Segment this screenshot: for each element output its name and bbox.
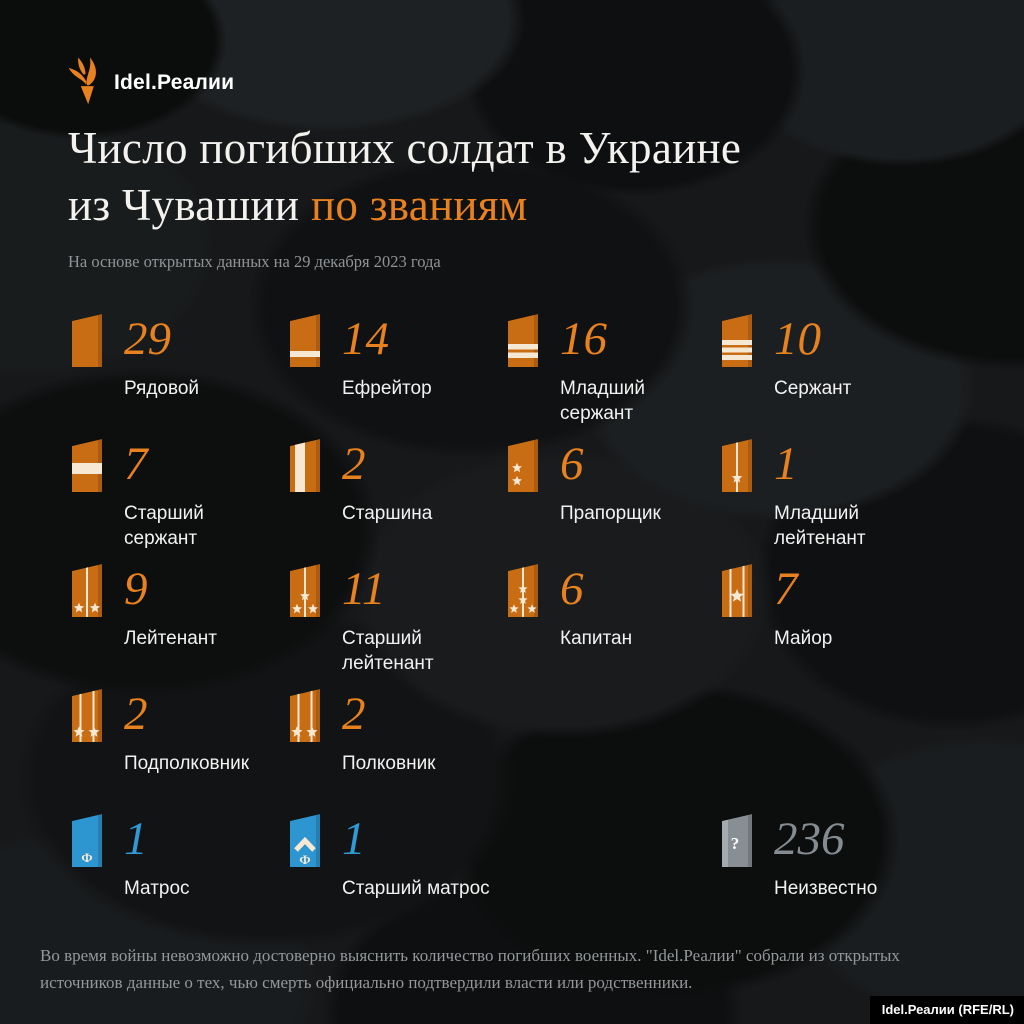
rank-item: 2 Подполковник (68, 686, 286, 811)
rank-label: Лейтенант (124, 628, 217, 649)
rank-count: 29 (124, 313, 171, 365)
rank-insignia-icon: ? (718, 811, 774, 869)
rank-label: Ефрейтор (342, 378, 432, 399)
credit-badge: Idel.Реалии (RFE/RL) (869, 996, 1024, 1024)
page-title: Число погибших солдат в Украине из Чуваши… (68, 120, 741, 234)
rank-count: 2 (124, 688, 148, 740)
rank-label: Майор (774, 628, 833, 649)
rank-grid: 29 Рядовой 14 Ефрейтор 16 Младший сержант 10 Се… (68, 311, 978, 936)
title-line1: Число погибших солдат в Украине (68, 123, 742, 173)
rank-label: Матрос (124, 878, 190, 899)
rank-item: ? 236 Неизвестно (718, 811, 958, 936)
rank-count: 7 (774, 563, 798, 615)
rank-count: 6 (560, 563, 584, 615)
brand-logo-text: Idel.Реалии (114, 70, 235, 94)
rank-label: Прапорщик (560, 503, 661, 524)
rank-insignia-icon (68, 436, 124, 494)
rank-item: 1 Младший лейтенант (718, 436, 958, 561)
rank-count: 10 (774, 313, 821, 365)
rank-label: Младший сержант (560, 378, 646, 424)
rank-insignia-icon: Ф (68, 811, 124, 869)
rank-item: 10 Сержант (718, 311, 958, 436)
rank-item: 9 Лейтенант (68, 561, 286, 686)
rank-label: Старшина (342, 503, 433, 524)
rank-insignia-icon (718, 311, 774, 369)
svg-text:Ф: Ф (299, 852, 310, 867)
brand-logo: Idel.Реалии (66, 54, 234, 111)
rank-insignia-icon (286, 686, 342, 744)
rank-item: 6 Прапорщик (504, 436, 718, 561)
rank-count: 1 (124, 813, 148, 865)
title-accent: по званиям (310, 180, 528, 230)
rank-label: Подполковник (124, 753, 250, 774)
rank-label: Рядовой (124, 378, 200, 399)
rank-count: 1 (774, 438, 798, 490)
rank-item: 16 Младший сержант (504, 311, 718, 436)
rank-item: 29 Рядовой (68, 311, 286, 436)
rank-insignia-icon (286, 311, 342, 369)
subtitle: На основе открытых данных на 29 декабря … (68, 252, 441, 271)
svg-text:?: ? (731, 834, 740, 853)
rank-count: 7 (124, 438, 148, 490)
rank-insignia-icon (286, 436, 342, 494)
rank-count: 11 (342, 563, 386, 615)
torch-logo-icon (66, 54, 106, 111)
rank-insignia-icon (68, 686, 124, 744)
rank-count: 16 (560, 313, 607, 365)
rank-insignia-icon (504, 561, 560, 619)
rank-insignia-icon (68, 561, 124, 619)
rank-item: 7 Старший сержант (68, 436, 286, 561)
rank-label: Младший лейтенант (774, 503, 866, 549)
rank-item: 2 Старшина (286, 436, 504, 561)
rank-label: Старший лейтенант (342, 628, 434, 674)
rank-insignia-icon (504, 311, 560, 369)
rank-item: 6 Капитан (504, 561, 718, 686)
title-line2: из Чувашии (68, 180, 300, 230)
rank-label: Капитан (560, 628, 633, 649)
rank-label: Старший матрос (342, 878, 490, 899)
rank-count: 14 (342, 313, 389, 365)
rank-count: 2 (342, 688, 366, 740)
rank-label: Неизвестно (774, 878, 878, 899)
rank-insignia-icon (504, 436, 560, 494)
rank-count: 2 (342, 438, 366, 490)
rank-label: Сержант (774, 378, 852, 399)
rank-count: 1 (342, 813, 366, 865)
rank-item: 2 Полковник (286, 686, 504, 811)
svg-text:Ф: Ф (81, 850, 92, 865)
rank-label: Старший сержант (124, 503, 204, 549)
rank-insignia-icon: Ф (286, 811, 342, 869)
rank-item: Ф 1 Матрос (68, 811, 286, 936)
rank-insignia-icon (286, 561, 342, 619)
rank-count: 9 (124, 563, 148, 615)
rank-item: 14 Ефрейтор (286, 311, 504, 436)
footer-note: Во время войны невозможно достоверно выя… (40, 946, 900, 992)
rank-label: Полковник (342, 753, 436, 774)
rank-item: 7 Майор (718, 561, 958, 686)
rank-item: Ф 1 Старший матрос (286, 811, 504, 936)
rank-insignia-icon (68, 311, 124, 369)
rank-insignia-icon (718, 561, 774, 619)
rank-count: 236 (774, 813, 845, 865)
rank-insignia-icon (718, 436, 774, 494)
rank-count: 6 (560, 438, 584, 490)
rank-item: 11 Старший лейтенант (286, 561, 504, 686)
